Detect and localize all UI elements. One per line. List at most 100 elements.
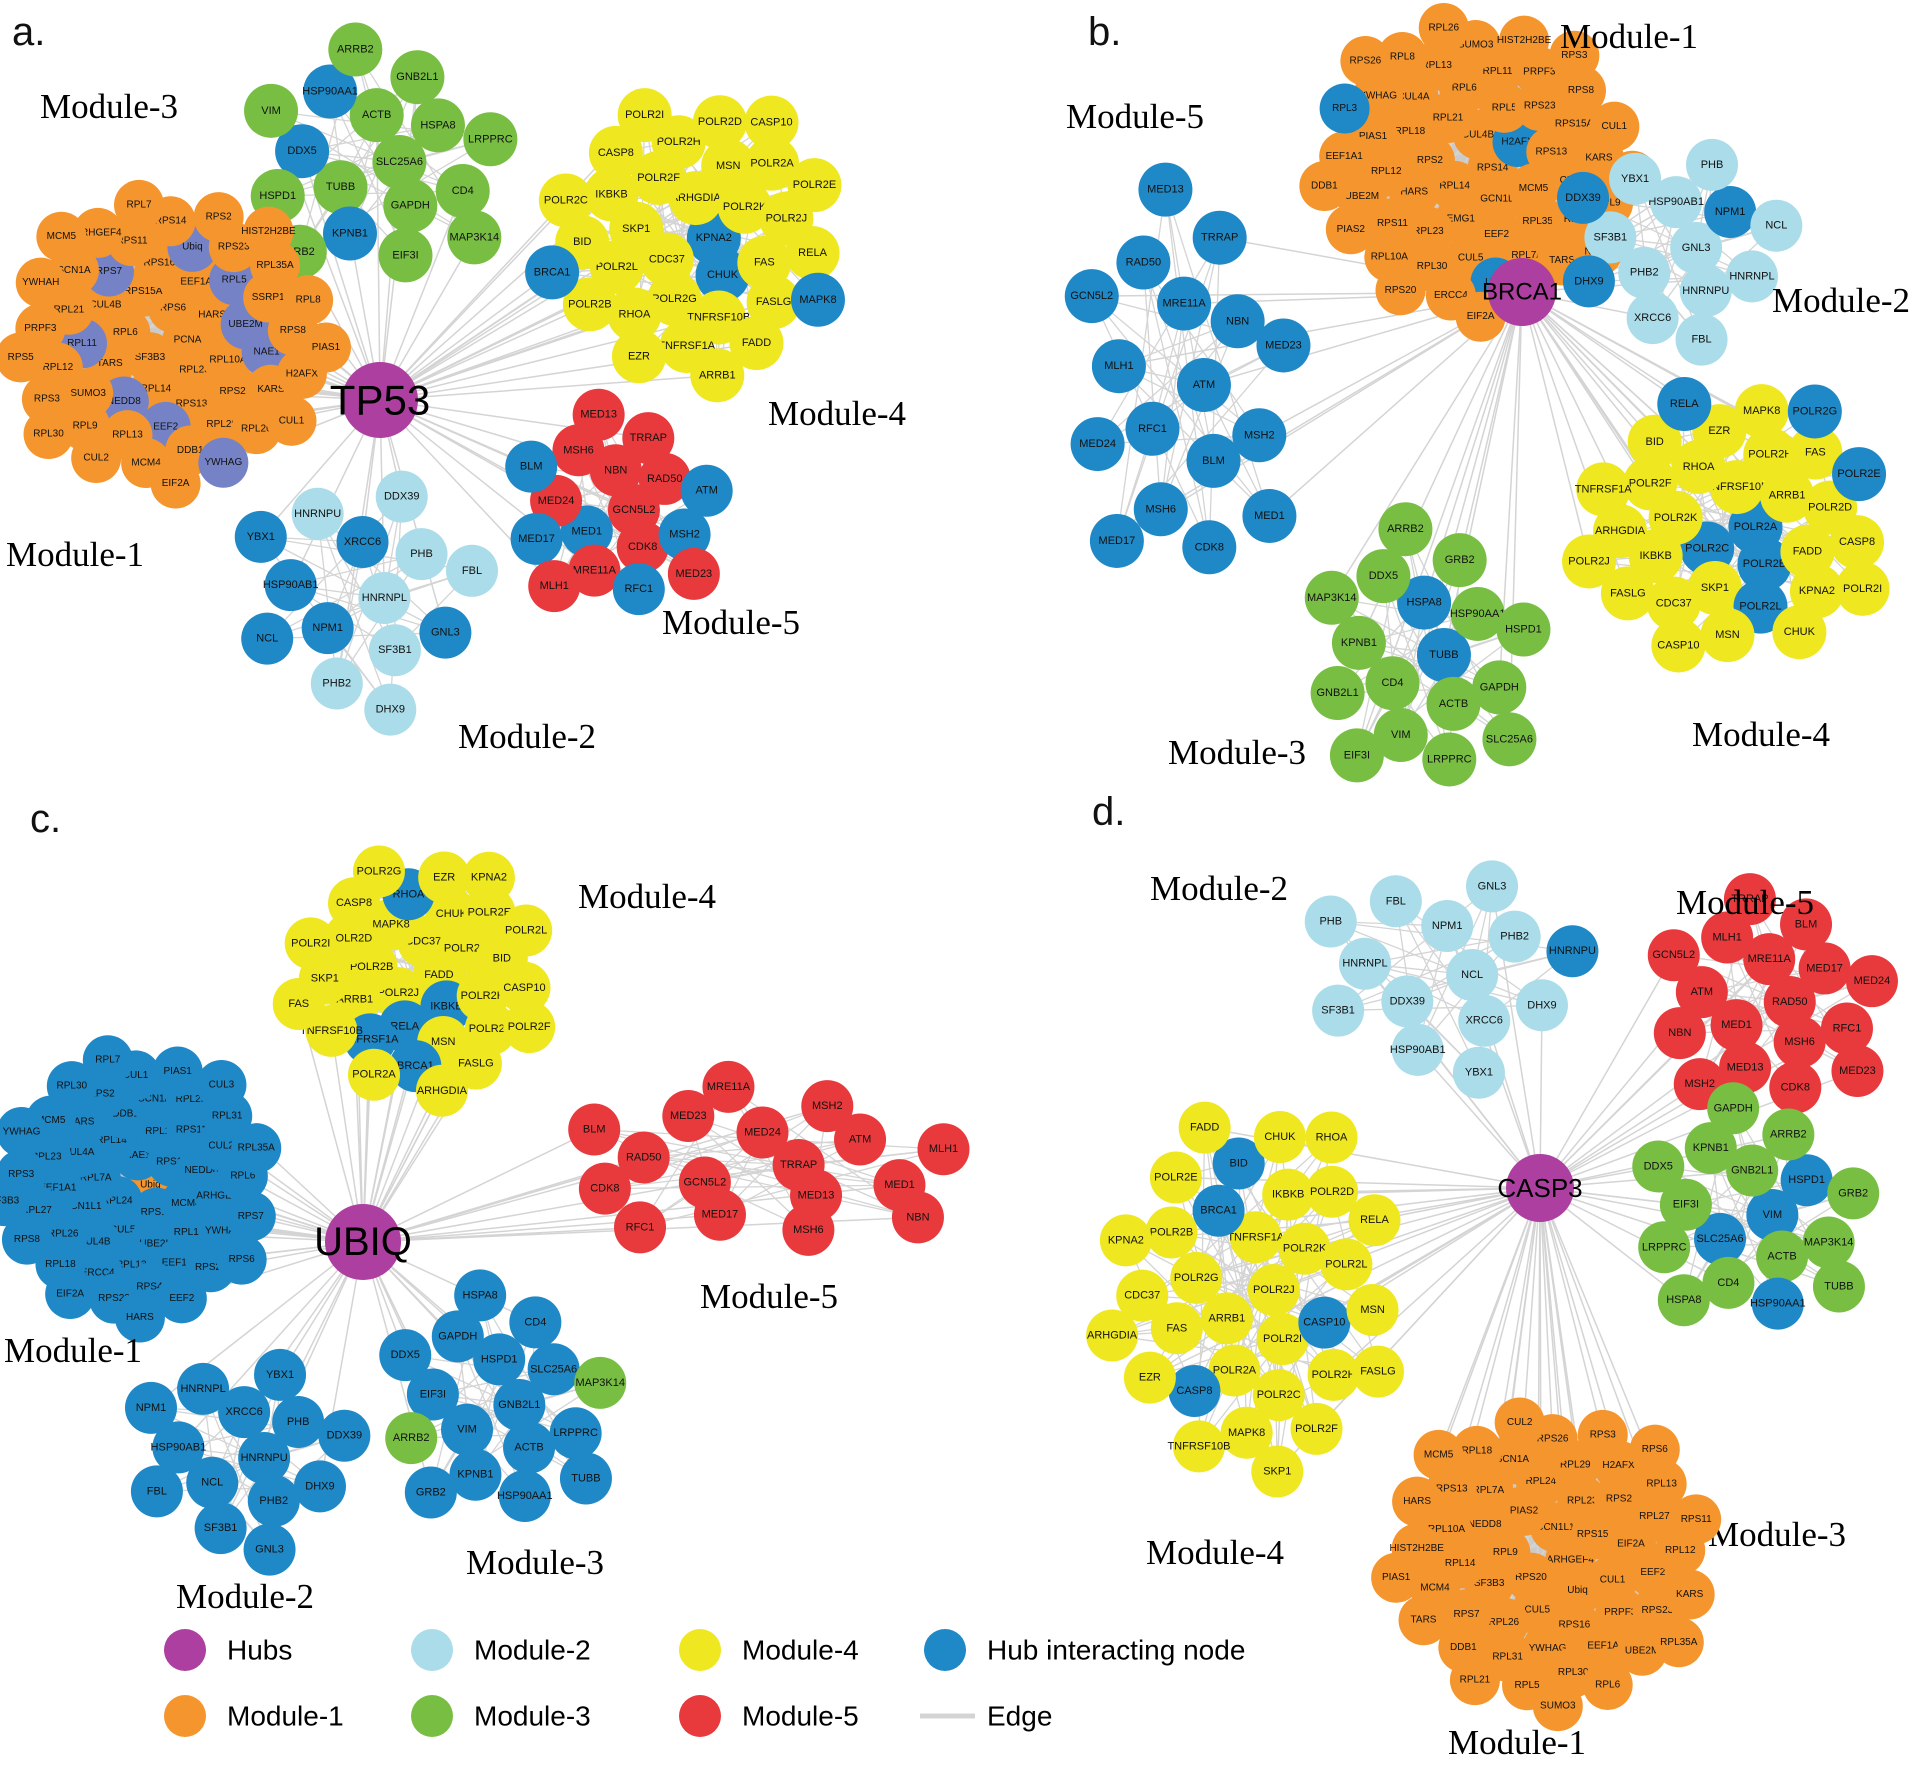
module-label-module-5: Module-5	[662, 603, 800, 642]
node-label: PIAS1	[312, 342, 341, 353]
node-POLR2K	[1278, 1222, 1331, 1275]
node-label: YWHAG	[1359, 90, 1397, 101]
node-TUBB	[1812, 1260, 1865, 1313]
node-label: HSPA8	[1666, 1294, 1701, 1306]
node-LRPPRC	[1638, 1221, 1691, 1274]
node-label: RPL27	[1639, 1511, 1670, 1522]
node-PHB2	[1618, 246, 1671, 299]
node-label: FBL	[462, 565, 482, 577]
node-label: NAE1	[125, 1150, 152, 1161]
node-label: GRB2	[416, 1486, 446, 1498]
node-label: VIM	[1391, 729, 1411, 741]
edge	[266, 553, 422, 640]
node-label: POLR2F	[1629, 477, 1672, 489]
node-ATM	[1675, 966, 1728, 1019]
node-MAPK8	[790, 272, 845, 327]
node-label: GCN1L1	[1536, 1522, 1575, 1533]
node-MED24	[1070, 417, 1125, 472]
node-label: HSP90AA1	[497, 1490, 553, 1502]
node-TUBB	[1416, 628, 1471, 682]
node-label: RPS23	[1524, 101, 1556, 112]
node-label: BRCA1	[534, 266, 571, 278]
node-DDX5	[1356, 549, 1411, 604]
node-label: MED13	[580, 409, 617, 421]
node-label: RPS11	[1681, 1514, 1712, 1525]
node-label: RPL14	[141, 384, 172, 395]
node-label: GAPDH	[1714, 1102, 1753, 1114]
node-label: POLR2A	[1213, 1365, 1257, 1377]
node-label: H2AFX	[1501, 136, 1534, 147]
node-RHOA	[1305, 1111, 1358, 1164]
node-label: RPS11	[1377, 218, 1408, 229]
hub-label: BRCA1	[1482, 279, 1562, 306]
node-label: RPS15A	[1555, 118, 1594, 129]
node-label: CDC37	[1656, 598, 1692, 610]
node-label: CUL1	[1600, 1575, 1626, 1586]
panel-letter-a: a.	[12, 10, 45, 54]
node-label: RPL5	[1515, 1680, 1540, 1691]
node-label: MSN	[431, 1036, 456, 1048]
node-label: EZR	[1708, 425, 1730, 437]
node-label: RPL23	[179, 364, 210, 375]
node-ARRB1	[1760, 468, 1815, 523]
node-RPL30	[46, 1061, 97, 1112]
node-NPM1	[1421, 900, 1474, 953]
node-RPL21	[1449, 1655, 1500, 1706]
module-label-module-3: Module-3	[466, 1543, 604, 1582]
node-ARRB2	[328, 22, 383, 77]
node-label: RPL8	[1390, 51, 1415, 62]
node-label: RFC1	[624, 583, 653, 595]
node-label: UBE2M	[1345, 191, 1379, 202]
module-label-module-2: Module-2	[1150, 869, 1288, 908]
node-RPS6	[1629, 1424, 1680, 1475]
node-label: YBX1	[1621, 173, 1649, 185]
node-MAPK8	[1734, 384, 1789, 439]
node-POLR2I	[617, 88, 672, 143]
node-YWHAH	[15, 257, 66, 308]
node-HARS	[114, 1292, 165, 1343]
edge	[1634, 178, 1703, 340]
node-label: ARRB1	[1209, 1312, 1246, 1324]
node-POLR2K	[717, 179, 772, 234]
node-ARHGDIA	[415, 1064, 468, 1117]
legend-label: Edge	[987, 1701, 1052, 1732]
node-label: ARRB2	[393, 1432, 430, 1444]
node-label: RPL24	[102, 1195, 133, 1206]
node-FAS	[1788, 425, 1843, 480]
node-SF3B1	[368, 624, 421, 677]
node-HSP90AB1	[1650, 176, 1703, 229]
node-POLR2I	[284, 917, 337, 970]
node-HSP90AB1	[1391, 1023, 1444, 1076]
node-label: HNRNPU	[294, 508, 341, 520]
node-label: POLR2J	[1253, 1284, 1295, 1296]
node-FBL	[1675, 313, 1728, 366]
node-label: RFC1	[1833, 1023, 1862, 1035]
node-label: RPL23	[1567, 1495, 1598, 1506]
edge	[1091, 295, 1260, 436]
node-label: RPS13	[1535, 146, 1567, 157]
node-MCM5	[36, 211, 87, 262]
node-YBX1	[1609, 152, 1662, 205]
node-label: BLM	[520, 461, 543, 473]
node-label: ATM	[849, 1134, 871, 1146]
node-label: GNB2L1	[498, 1399, 540, 1411]
node-CDK8	[1769, 1061, 1822, 1114]
node-label: HNRNPL	[1729, 270, 1774, 282]
node-RPL8	[1377, 31, 1428, 82]
node-FAS	[272, 978, 325, 1031]
node-MSH6	[1773, 1015, 1826, 1068]
node-label: MED1	[1254, 510, 1285, 522]
node-FADD	[729, 316, 784, 371]
node-label: RPL35A	[1660, 1637, 1698, 1648]
legend-swatch-module-4	[679, 1629, 721, 1671]
node-label: TUBB	[1824, 1281, 1853, 1293]
node-label: ARHGDIA	[1595, 525, 1646, 537]
node-RPL7	[114, 179, 165, 230]
node-TUBB	[559, 1452, 612, 1505]
node-EIF3I	[406, 1368, 459, 1421]
node-SF3B1	[194, 1502, 247, 1555]
node-label: TNFRSF10B	[1167, 1440, 1230, 1452]
node-CHUK	[1253, 1111, 1306, 1164]
edge	[317, 513, 391, 710]
node-label: MAP3K14	[575, 1377, 625, 1389]
